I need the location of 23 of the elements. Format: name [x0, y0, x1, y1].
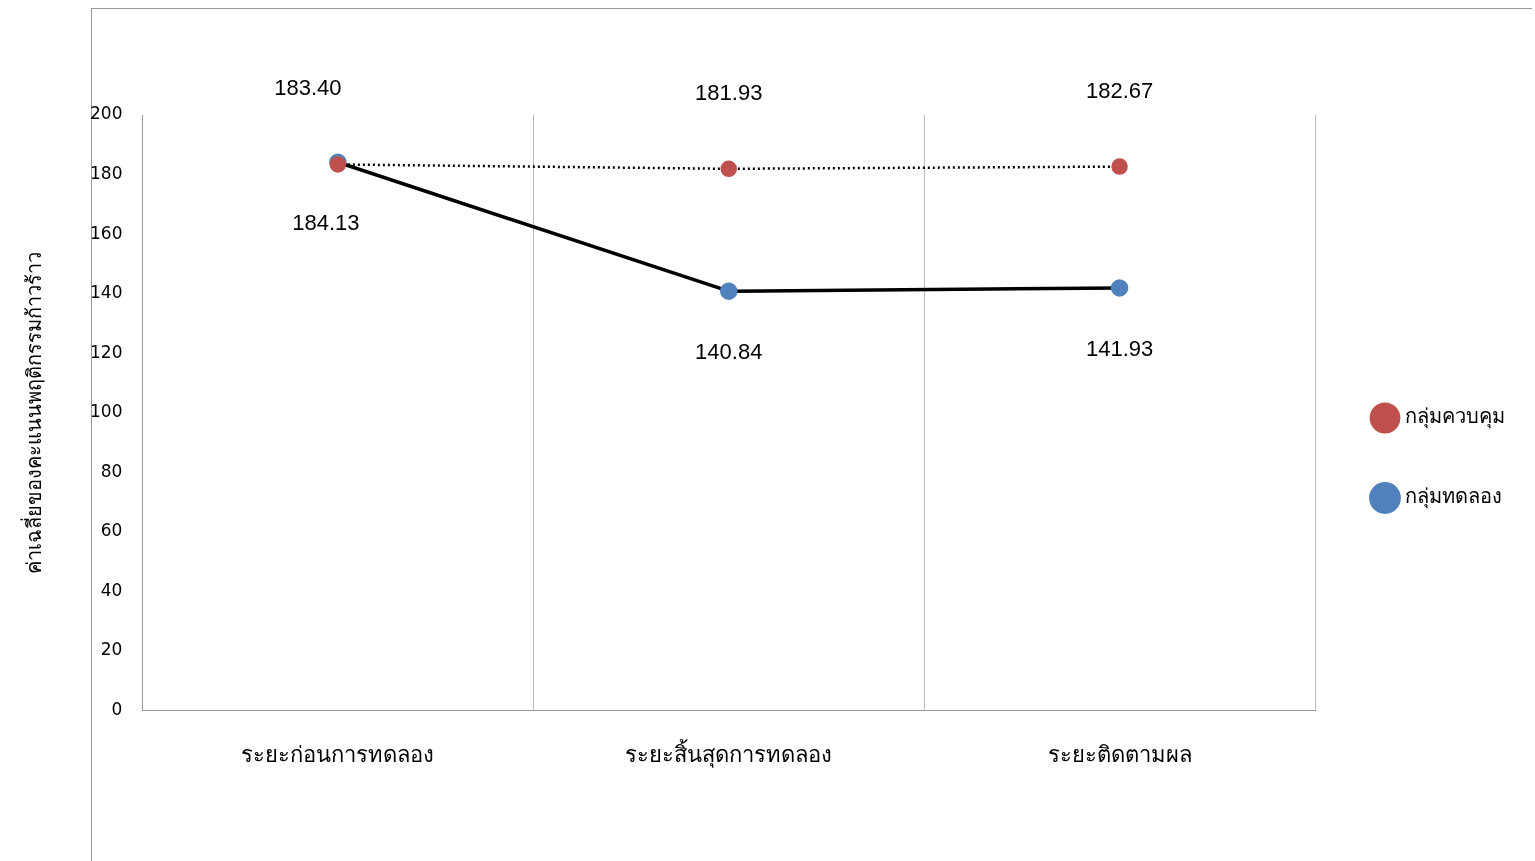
data-label: 183.40	[274, 75, 342, 101]
y-tick-label: 120	[89, 341, 123, 362]
data-label: 184.13	[292, 210, 360, 236]
data-label: 181.93	[695, 79, 763, 105]
legend-label: กลุ่มควบคุม	[1405, 404, 1505, 430]
legend-label: กลุ่มทดลอง	[1405, 484, 1502, 510]
y-tick-label: 180	[89, 162, 123, 183]
y-tick-label: 0	[111, 699, 123, 720]
y-axis-title: ค่าเฉลี่ยของคะแนนพฤติกรรมก้าวร้าว	[20, 251, 47, 574]
x-tick-label: ระยะสิ้นสุดการทดลอง	[625, 738, 833, 768]
x-tick-label: ระยะก่อนการทดลอง	[241, 741, 435, 767]
y-tick-label: 40	[100, 579, 123, 600]
y-tick-label: 200	[89, 103, 123, 124]
y-tick-label: 100	[89, 401, 123, 422]
y-tick-label: 160	[89, 222, 123, 243]
x-tick-label: ระยะติดตามผล	[1047, 741, 1192, 767]
data-label: 140.84	[695, 339, 763, 365]
data-label: 141.93	[1085, 335, 1154, 361]
y-tick-label: 20	[100, 639, 123, 660]
y-tick-label: 80	[100, 460, 123, 481]
data-label: 182.67	[1085, 77, 1154, 103]
y-tick-label: 60	[100, 520, 123, 541]
y-tick-label: 140	[89, 282, 123, 303]
